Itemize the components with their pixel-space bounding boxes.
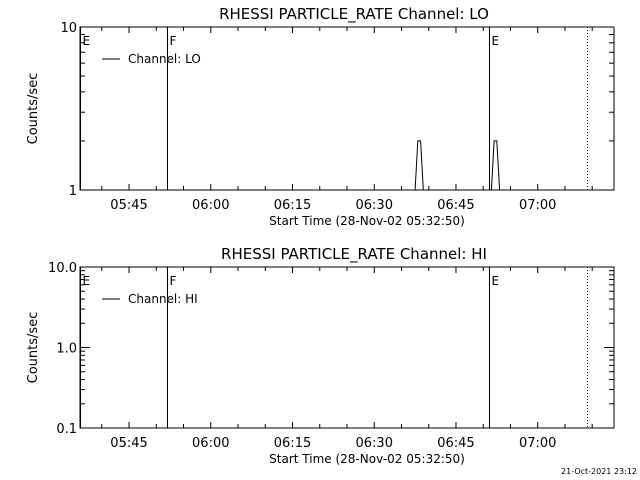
chart-title: RHESSI PARTICLE_RATE Channel: LO — [219, 5, 489, 24]
event-marker-label: E — [492, 274, 500, 288]
x-axis-label: Start Time (28-Nov-02 05:32:50) — [269, 214, 465, 228]
data-point — [420, 140, 421, 142]
event-marker-label: F — [170, 34, 177, 48]
y-axis-label: Counts/sec — [26, 73, 41, 145]
y-tick-label: 1.0 — [56, 342, 77, 357]
y-tick-label: 0.1 — [56, 422, 77, 437]
x-tick-label: 05:45 — [110, 198, 147, 213]
data-point — [417, 140, 419, 142]
y-tick-label: 10.0 — [48, 261, 77, 276]
data-point — [493, 140, 495, 142]
x-tick-label: 06:30 — [356, 436, 393, 451]
footer-timestamp: 21-Oct-2021 23:12 — [561, 467, 637, 476]
x-tick-label: 05:45 — [110, 436, 147, 451]
chart-title: RHESSI PARTICLE_RATE Channel: HI — [221, 245, 487, 264]
data-point — [499, 189, 500, 191]
x-tick-label: 06:15 — [274, 198, 311, 213]
event-marker-label: E — [83, 274, 91, 288]
legend-label: Channel: LO — [128, 52, 201, 66]
event-marker-label: F — [170, 274, 177, 288]
event-marker-label: E — [492, 34, 500, 48]
x-tick-label: 06:45 — [437, 198, 474, 213]
x-tick-label: 07:00 — [519, 436, 556, 451]
data-point — [422, 189, 424, 191]
x-tick-label: 06:00 — [192, 198, 229, 213]
x-axis-label: Start Time (28-Nov-02 05:32:50) — [269, 452, 465, 466]
series-line — [414, 140, 501, 191]
x-tick-label: 06:45 — [437, 436, 474, 451]
y-tick-label: 1 — [69, 184, 77, 199]
x-tick-label: 06:00 — [192, 436, 229, 451]
data-point — [490, 189, 492, 191]
x-tick-label: 06:30 — [356, 198, 393, 213]
y-tick-label: 10 — [60, 21, 77, 36]
panel-hi: RHESSI PARTICLE_RATE Channel: HI 05:45 06:… — [26, 245, 615, 466]
legend-label: Channel: HI — [128, 292, 198, 306]
x-tick-label: 06:15 — [274, 436, 311, 451]
y-axis-label: Counts/sec — [26, 312, 41, 384]
data-point — [414, 189, 416, 191]
x-tick-label: 07:00 — [519, 198, 556, 213]
event-marker-label: E — [83, 34, 91, 48]
data-point — [496, 140, 498, 142]
panel-lo: RHESSI PARTICLE_RATE Channel: LO 05:45 06:… — [26, 5, 615, 228]
